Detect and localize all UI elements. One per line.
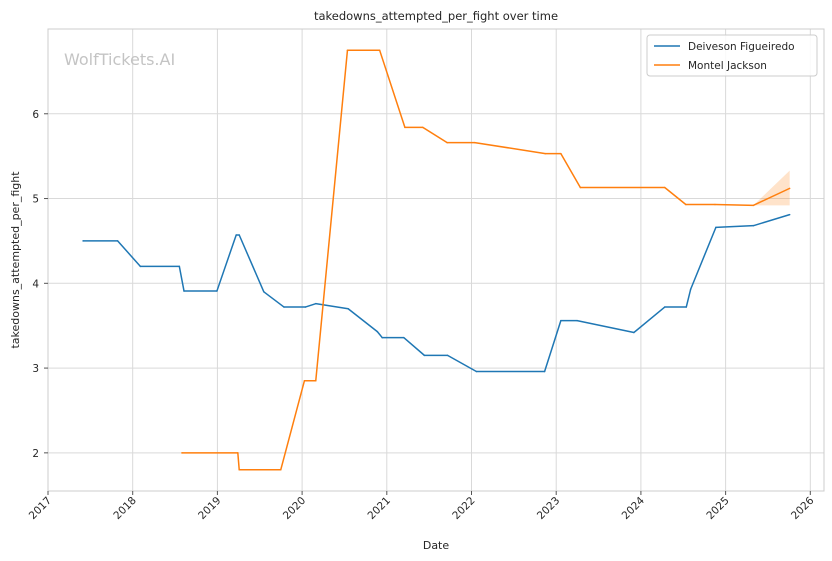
y-axis-label: takedowns_attempted_per_fight [9,171,22,349]
data-point [181,452,183,454]
data-point [690,288,692,290]
data-point [446,142,448,144]
data-point [715,227,717,229]
chart-title: takedowns_attempted_per_fight over time [314,9,558,23]
data-point [560,153,562,155]
data-point [238,469,240,471]
watermark: WolfTickets.AI [64,50,175,69]
data-point [179,266,181,268]
data-point [404,127,406,129]
data-point [424,355,426,357]
data-point [474,142,476,144]
x-axis-ticks: 2017 2018 2019 2020 2021 2022 2023 2024 2025 2026 [27,491,817,522]
x-tick-label: 2018 [111,495,138,522]
data-point [422,127,424,129]
data-point [633,332,635,334]
y-tick-label: 3 [32,363,39,375]
legend-label-0: Deiveson Figueiredo [688,41,795,53]
data-point [82,240,84,242]
y-tick-label: 4 [32,278,39,290]
data-point [117,240,119,242]
data-point [753,225,755,227]
data-point [544,371,546,373]
legend-label-1: Montel Jackson [688,60,767,72]
series-lines [82,49,790,470]
data-point [283,306,285,308]
data-point [280,469,282,471]
data-point [379,49,381,51]
y-tick-label: 6 [32,109,39,121]
data-point [183,290,185,292]
data-point [140,266,142,268]
series-line-0 [83,215,790,372]
x-tick-label: 2023 [535,495,562,522]
data-point [347,49,349,51]
x-tick-label: 2019 [196,495,223,522]
data-point [304,380,306,382]
data-point [403,337,405,339]
x-tick-label: 2024 [620,494,648,522]
data-point [305,306,307,308]
x-tick-label: 2022 [450,495,477,522]
data-point [235,234,237,236]
x-tick-label: 2026 [789,494,817,522]
data-point [714,204,716,206]
plot-frame [48,29,824,491]
y-axis-ticks: 2 3 4 5 6 [32,109,48,460]
data-point [476,371,478,373]
x-axis-label: Date [423,539,450,552]
data-point [753,205,755,207]
confidence-band-1 [753,171,789,206]
data-point [789,214,791,216]
y-tick-label: 5 [32,194,39,206]
data-point [560,320,562,322]
x-tick-label: 2017 [27,495,54,522]
data-point [347,308,349,310]
data-point [685,204,687,206]
data-point [315,380,317,382]
data-point [216,290,218,292]
y-tick-label: 2 [32,448,39,460]
series-line-1 [182,50,790,470]
x-tick-label: 2020 [281,495,308,522]
data-point [664,306,666,308]
data-point [545,153,547,155]
legend: Deiveson Figueiredo Montel Jackson [647,35,817,76]
data-point [580,187,582,189]
data-point [381,337,383,339]
x-tick-label: 2025 [704,495,731,522]
data-point [315,303,317,305]
data-point [576,320,578,322]
data-point [789,188,791,190]
grid [48,29,824,491]
confidence-bands [753,171,789,206]
data-point [686,306,688,308]
data-point [238,234,240,236]
data-point [447,355,449,357]
data-point [237,452,239,454]
x-tick-label: 2021 [366,495,393,522]
data-point [263,291,265,293]
data-point [664,187,666,189]
data-point [377,331,379,333]
